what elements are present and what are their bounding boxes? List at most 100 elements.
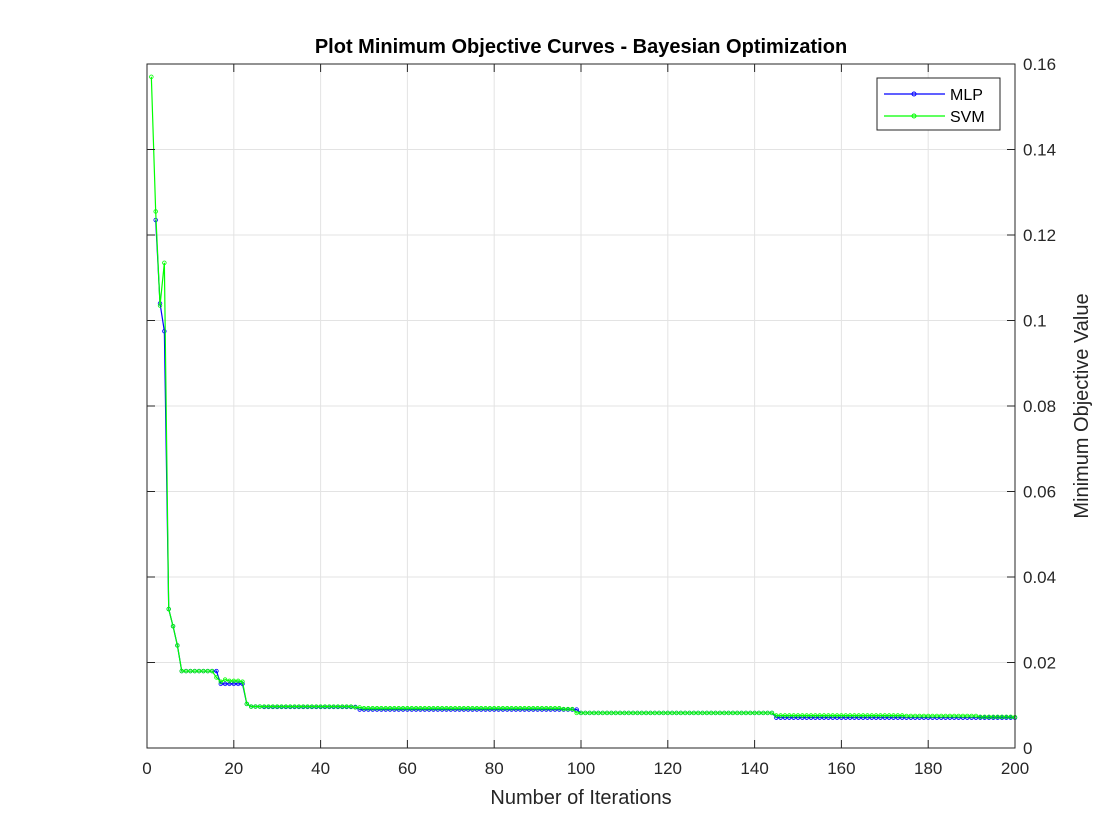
data-point-svm <box>735 710 740 716</box>
data-point-svm <box>413 706 419 711</box>
x-tick-label: 100 <box>567 759 595 778</box>
data-point-svm <box>886 713 892 718</box>
data-point-svm <box>205 668 210 674</box>
data-point-svm <box>691 710 697 716</box>
data-point-svm <box>435 706 440 711</box>
data-point-svm <box>665 710 670 716</box>
data-point-svm <box>769 710 775 716</box>
data-point-svm <box>908 713 914 719</box>
data-point-svm <box>374 706 380 711</box>
data-point-svm <box>695 710 701 716</box>
data-point-svm <box>361 706 367 711</box>
data-point-svm <box>630 710 636 716</box>
data-point-svm <box>782 713 788 718</box>
data-point-svm <box>682 710 688 716</box>
data-point-svm <box>687 710 692 716</box>
data-point-svm <box>834 713 840 718</box>
chart-title: Plot Minimum Objective Curves - Bayesian… <box>315 36 847 58</box>
data-point-svm <box>314 704 319 709</box>
data-point-svm <box>531 706 536 711</box>
data-point-svm <box>465 706 471 711</box>
data-point-svm <box>652 710 657 716</box>
data-point-svm <box>583 710 588 716</box>
data-point-svm <box>431 706 436 711</box>
data-point-svm <box>474 706 480 711</box>
data-point-svm <box>826 713 831 718</box>
data-point-svm <box>678 710 684 716</box>
y-tick-label: 0.12 <box>1023 226 1056 245</box>
x-tick-label: 80 <box>485 759 504 778</box>
data-point-svm <box>405 706 410 711</box>
x-tick-label: 180 <box>914 759 942 778</box>
data-point-svm <box>509 706 514 711</box>
data-point-svm <box>331 704 336 709</box>
data-point-svm <box>496 706 501 711</box>
data-point-svm <box>196 668 202 674</box>
data-point-svm <box>947 713 953 719</box>
data-point-svm <box>192 668 197 674</box>
data-point-svm <box>912 713 918 719</box>
data-point-svm <box>183 668 189 674</box>
data-point-svm <box>600 710 605 716</box>
data-point-svm <box>322 704 328 709</box>
data-point-mlp <box>231 681 236 687</box>
data-point-svm <box>808 713 814 718</box>
legend-swatch-marker <box>911 91 917 97</box>
data-point-svm <box>279 704 284 709</box>
x-tick-label: 120 <box>654 759 682 778</box>
data-point-svm <box>661 710 666 716</box>
data-point-svm <box>392 706 397 711</box>
data-point-svm <box>930 713 935 719</box>
data-point-svm <box>565 706 571 712</box>
data-point-svm <box>813 713 818 718</box>
data-point-svm <box>557 706 562 711</box>
data-point-svm <box>873 713 879 718</box>
data-point-svm <box>470 706 475 711</box>
data-point-svm <box>622 710 627 716</box>
data-point-svm <box>587 710 592 716</box>
data-point-svm <box>956 713 961 719</box>
series-layer <box>149 74 1018 720</box>
x-tick-label: 160 <box>827 759 855 778</box>
data-point-svm <box>999 714 1005 719</box>
data-point-svm <box>752 710 757 716</box>
data-point-svm <box>309 704 315 709</box>
data-point-svm <box>400 706 406 711</box>
data-point-svm <box>1008 714 1013 719</box>
data-point-svm <box>926 713 931 719</box>
data-point-svm <box>596 710 601 716</box>
data-point-svm <box>409 706 414 711</box>
data-point-svm <box>261 704 267 709</box>
data-point-svm <box>869 713 874 718</box>
data-point-svm <box>743 710 749 716</box>
data-point-svm <box>483 706 488 711</box>
data-point-svm <box>986 714 992 719</box>
ticks <box>146 63 1016 749</box>
data-point-svm <box>795 713 801 718</box>
data-point-svm <box>643 710 649 716</box>
x-axis-label: Number of Iterations <box>490 787 671 809</box>
data-point-svm <box>366 706 371 711</box>
data-point-svm <box>617 710 623 716</box>
data-point-mlp <box>162 328 167 334</box>
data-point-svm <box>852 713 857 718</box>
data-point-svm <box>726 710 731 716</box>
data-point-svm <box>882 713 887 718</box>
data-point-svm <box>162 260 167 265</box>
data-point-svm <box>214 675 219 680</box>
data-point-svm <box>487 706 493 711</box>
x-tick-label: 0 <box>142 759 151 778</box>
data-point-svm <box>674 710 679 716</box>
y-tick-label: 0.02 <box>1023 654 1056 673</box>
legend-swatch-marker <box>911 113 917 119</box>
data-point-mlp <box>214 668 219 674</box>
data-point-svm <box>921 713 927 719</box>
data-point-svm <box>513 706 519 711</box>
data-point-svm <box>222 677 228 682</box>
data-point-svm <box>288 704 293 709</box>
data-point-svm <box>952 713 957 719</box>
data-point-svm <box>275 704 280 709</box>
data-point-svm <box>626 710 631 716</box>
data-point-svm <box>387 706 393 711</box>
data-point-svm <box>544 706 549 711</box>
